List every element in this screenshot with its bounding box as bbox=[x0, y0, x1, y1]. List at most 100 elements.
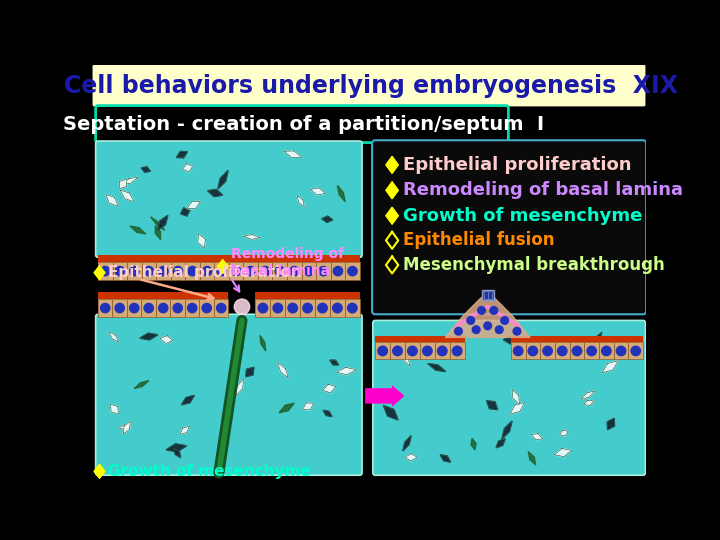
Bar bbox=[98, 292, 228, 299]
Polygon shape bbox=[323, 384, 336, 393]
Bar bbox=[613, 342, 629, 359]
Circle shape bbox=[319, 266, 328, 276]
Circle shape bbox=[261, 266, 270, 276]
Bar bbox=[285, 299, 300, 316]
Circle shape bbox=[543, 346, 552, 356]
Circle shape bbox=[392, 346, 402, 356]
Circle shape bbox=[305, 266, 313, 276]
Polygon shape bbox=[218, 171, 228, 189]
Text: Growth of mesenchyme: Growth of mesenchyme bbox=[403, 207, 642, 225]
Polygon shape bbox=[512, 389, 520, 404]
Polygon shape bbox=[120, 179, 127, 188]
Bar bbox=[256, 292, 360, 299]
Bar bbox=[484, 291, 487, 299]
Circle shape bbox=[217, 303, 226, 313]
Polygon shape bbox=[150, 217, 165, 231]
Circle shape bbox=[115, 266, 125, 276]
Circle shape bbox=[273, 303, 282, 313]
Bar bbox=[585, 342, 599, 359]
Polygon shape bbox=[323, 410, 332, 416]
Bar bbox=[510, 336, 643, 342]
Bar bbox=[156, 262, 171, 280]
Bar bbox=[127, 262, 142, 280]
Circle shape bbox=[101, 303, 110, 313]
Bar bbox=[256, 299, 270, 316]
Bar bbox=[214, 299, 228, 316]
Text: Septation - creation of a partition/septum  I: Septation - creation of a partition/sept… bbox=[63, 114, 544, 133]
FancyBboxPatch shape bbox=[93, 65, 645, 106]
Polygon shape bbox=[130, 226, 146, 234]
Circle shape bbox=[348, 303, 357, 313]
Bar bbox=[316, 262, 330, 280]
Bar bbox=[98, 299, 228, 316]
Circle shape bbox=[616, 346, 626, 356]
Bar bbox=[526, 342, 540, 359]
Bar bbox=[272, 262, 287, 280]
Text: Epithelial proliferation: Epithelial proliferation bbox=[403, 156, 631, 174]
Bar bbox=[555, 342, 570, 359]
Bar bbox=[185, 262, 199, 280]
Polygon shape bbox=[384, 406, 398, 420]
Polygon shape bbox=[181, 208, 190, 216]
Polygon shape bbox=[141, 167, 150, 172]
Polygon shape bbox=[197, 234, 205, 248]
Polygon shape bbox=[94, 464, 105, 478]
Bar bbox=[302, 262, 316, 280]
Circle shape bbox=[572, 346, 582, 356]
Bar bbox=[570, 342, 585, 359]
Polygon shape bbox=[583, 400, 595, 406]
Polygon shape bbox=[428, 363, 446, 372]
Bar bbox=[258, 262, 272, 280]
Circle shape bbox=[188, 303, 197, 313]
Bar bbox=[98, 255, 360, 262]
Bar bbox=[199, 262, 215, 280]
Polygon shape bbox=[279, 403, 294, 413]
FancyBboxPatch shape bbox=[96, 314, 362, 475]
Polygon shape bbox=[246, 367, 254, 377]
Polygon shape bbox=[322, 216, 333, 222]
Circle shape bbox=[202, 303, 212, 313]
Polygon shape bbox=[336, 367, 356, 375]
Bar bbox=[629, 342, 643, 359]
Circle shape bbox=[231, 266, 240, 276]
Polygon shape bbox=[181, 395, 194, 405]
Bar bbox=[270, 299, 285, 316]
Polygon shape bbox=[330, 360, 338, 365]
Polygon shape bbox=[386, 157, 398, 173]
Polygon shape bbox=[471, 438, 476, 450]
FancyBboxPatch shape bbox=[372, 140, 647, 314]
Circle shape bbox=[602, 346, 611, 356]
Circle shape bbox=[513, 346, 523, 356]
Bar bbox=[112, 299, 127, 316]
Polygon shape bbox=[510, 403, 525, 414]
Polygon shape bbox=[297, 195, 305, 207]
Circle shape bbox=[275, 266, 284, 276]
Circle shape bbox=[288, 303, 297, 313]
Polygon shape bbox=[559, 430, 568, 436]
Text: Epithelial proliferation: Epithelial proliferation bbox=[108, 265, 302, 280]
Text: Mesenchymal breakthrough: Mesenchymal breakthrough bbox=[403, 256, 665, 274]
Polygon shape bbox=[235, 340, 243, 348]
Bar bbox=[199, 299, 214, 316]
Circle shape bbox=[258, 303, 268, 313]
Polygon shape bbox=[502, 421, 512, 439]
Circle shape bbox=[158, 303, 168, 313]
Bar bbox=[112, 262, 127, 280]
Polygon shape bbox=[94, 266, 105, 280]
Polygon shape bbox=[440, 455, 451, 462]
Polygon shape bbox=[277, 362, 288, 378]
Bar bbox=[171, 262, 185, 280]
Bar bbox=[405, 342, 420, 359]
Polygon shape bbox=[140, 333, 158, 340]
Circle shape bbox=[438, 346, 447, 356]
Bar bbox=[482, 289, 494, 300]
Bar bbox=[315, 299, 330, 316]
Bar bbox=[243, 262, 258, 280]
Circle shape bbox=[467, 316, 474, 325]
Polygon shape bbox=[260, 335, 266, 351]
Bar bbox=[599, 342, 613, 359]
Text: Cell behaviors underlying embryogenesis  XIX: Cell behaviors underlying embryogenesis … bbox=[63, 73, 678, 98]
Circle shape bbox=[174, 266, 183, 276]
Circle shape bbox=[378, 346, 387, 356]
Circle shape bbox=[501, 316, 508, 325]
